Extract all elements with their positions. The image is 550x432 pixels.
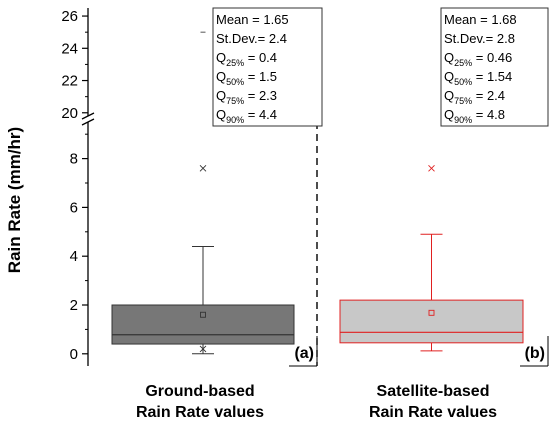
y-tick-label: 24 [61,40,78,57]
panels-group: (a) Ground-based Rain Rate values (b) Satell… [111,31,549,421]
category-label: Rain Rate values [369,404,497,421]
y-tick-label: 6 [70,199,78,216]
category-label: Ground-based [145,383,254,400]
outlier-marker [199,345,207,353]
stats-line: Q50% = 1.5 [216,69,277,87]
stats-line: Q25% = 0.4 [216,50,277,68]
y-tick-label: 4 [70,248,78,265]
y-axis-label: Rain Rate (mm/hr) [5,127,24,273]
stats-line: Q25% = 0.46 [444,50,512,68]
mean-marker [428,309,435,316]
stats-line: St.Dev.= 2.4 [216,31,287,46]
stats-box [212,7,323,127]
axis-break-mark [81,112,95,120]
category-label: Satellite-based [377,383,490,400]
outlier-marker [428,165,435,172]
iqr-box [111,304,295,345]
stats-box [440,7,549,127]
y-tick-label: 8 [70,151,78,168]
y-tick-label: 2 [70,297,78,314]
stats-line: Q90% = 4.4 [216,107,277,125]
axis-break-mark [81,118,95,126]
y-tick-label: 26 [61,8,78,25]
y-tick-label: 20 [61,105,78,122]
stats-line: Q75% = 2.4 [444,88,505,106]
panel-label: (b) [525,345,545,362]
panel-label: (a) [294,345,314,362]
stats-line: Q75% = 2.3 [216,88,277,106]
y-tick-label: 0 [70,346,78,363]
mean-marker [200,311,206,318]
stats-line: Q50% = 1.54 [444,69,512,87]
outlier-marker [199,165,207,172]
stats-line: St.Dev.= 2.8 [444,31,515,46]
iqr-box [339,299,524,344]
stats-line: Q90% = 4.8 [444,107,505,125]
stats-line: Mean = 1.65 [216,12,289,27]
category-label: Rain Rate values [136,404,264,421]
stats-line: Mean = 1.68 [444,12,517,27]
y-tick-label: 22 [61,73,78,90]
